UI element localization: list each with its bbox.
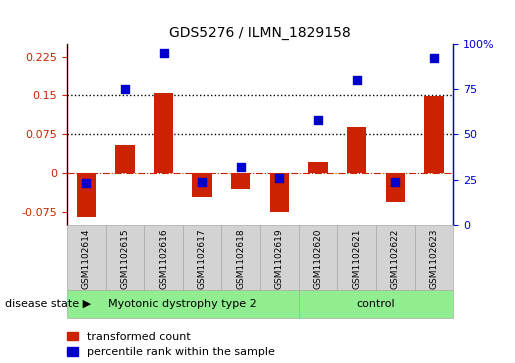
Bar (386, 173, 405, 202)
Bar (183, 225, 221, 290)
Bar (115, 145, 134, 173)
Point (430, 55, 438, 61)
Text: GSM1102614: GSM1102614 (82, 228, 91, 289)
Bar (106, 225, 144, 290)
Text: GSM1102622: GSM1102622 (391, 228, 400, 289)
Bar (270, 173, 289, 212)
Text: GSM1102615: GSM1102615 (121, 228, 129, 289)
Text: GSM1102623: GSM1102623 (430, 228, 438, 289)
Point (236, 164, 245, 170)
Text: control: control (356, 299, 396, 309)
Bar (376, 225, 415, 290)
Legend: transformed count, percentile rank within the sample: transformed count, percentile rank withi… (67, 332, 275, 358)
Bar (231, 173, 250, 189)
Text: GSM1102619: GSM1102619 (275, 228, 284, 289)
Text: GSM1102620: GSM1102620 (314, 228, 322, 289)
Bar (154, 93, 173, 173)
Bar (308, 162, 328, 173)
Bar (299, 225, 337, 290)
Text: GSM1102621: GSM1102621 (352, 228, 361, 289)
Point (275, 175, 283, 181)
Text: Myotonic dystrophy type 2: Myotonic dystrophy type 2 (109, 299, 257, 309)
Bar (193, 173, 212, 196)
Bar (67, 225, 106, 290)
Text: disease state ▶: disease state ▶ (5, 299, 91, 309)
Bar (337, 225, 376, 290)
Bar (67, 290, 299, 318)
Text: GSM1102616: GSM1102616 (159, 228, 168, 289)
Point (121, 86, 129, 92)
Point (352, 77, 360, 83)
Bar (299, 290, 453, 318)
Point (391, 179, 400, 184)
Point (314, 117, 322, 123)
Bar (415, 225, 453, 290)
Title: GDS5276 / ILMN_1829158: GDS5276 / ILMN_1829158 (169, 26, 351, 40)
Text: GSM1102617: GSM1102617 (198, 228, 207, 289)
Bar (221, 225, 260, 290)
Point (198, 179, 206, 184)
Point (159, 50, 167, 56)
Bar (347, 127, 366, 173)
Bar (424, 97, 443, 173)
Text: GSM1102618: GSM1102618 (236, 228, 245, 289)
Bar (144, 225, 183, 290)
Point (82, 180, 91, 186)
Bar (260, 225, 299, 290)
Bar (77, 173, 96, 217)
